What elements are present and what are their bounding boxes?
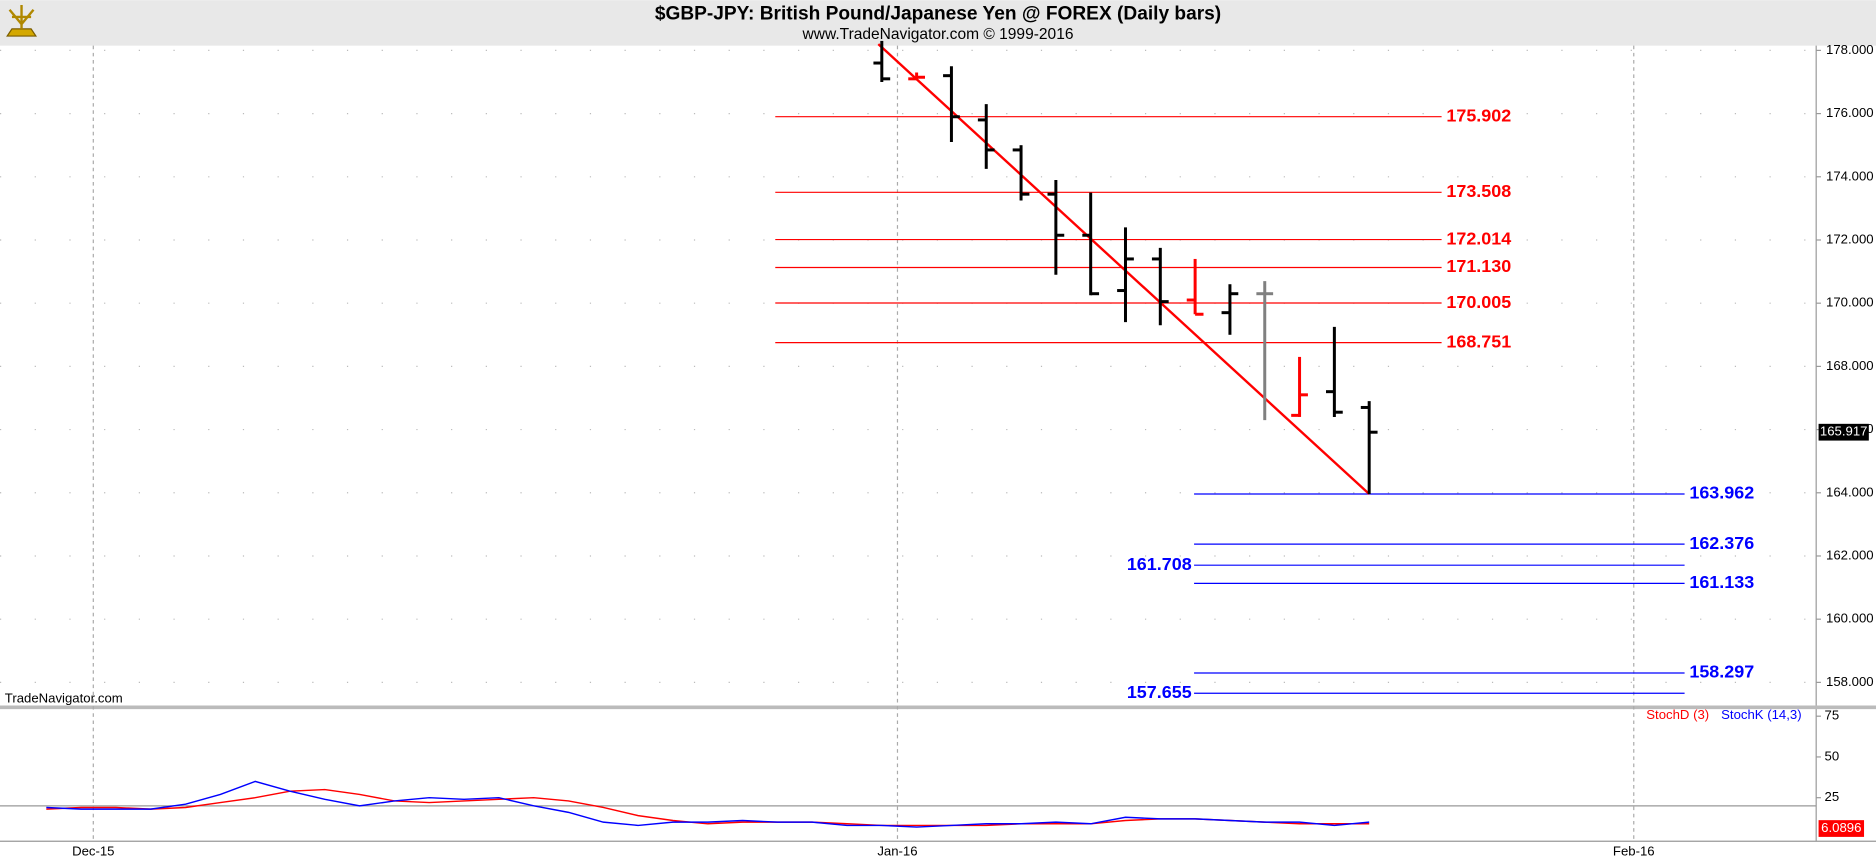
y-tick-label: 174.000 [1826, 168, 1874, 183]
resistance-label: 171.130 [1446, 256, 1511, 276]
stoch-line [46, 780, 1370, 828]
x-tick-label: Feb-16 [1613, 844, 1655, 859]
y-tick-label: 178.000 [1826, 42, 1874, 57]
support-label: 163.962 [1689, 483, 1754, 503]
legend-entry: StochD (3) [1646, 707, 1709, 722]
resistance-label: 175.902 [1446, 105, 1511, 125]
support-label: 157.655 [1127, 682, 1192, 702]
y-tick-label: 168.000 [1826, 358, 1874, 373]
last-price-box [1818, 423, 1869, 441]
watermark: TradeNavigator.com [5, 690, 123, 705]
y-tick-label: 75 [1825, 708, 1840, 723]
x-tick-label: Dec-15 [72, 844, 114, 859]
x-tick-label: Jan-16 [877, 844, 917, 859]
resistance-label: 168.751 [1446, 331, 1511, 351]
support-label: 161.133 [1689, 572, 1754, 592]
last-value-box [1818, 820, 1865, 837]
trendline [877, 43, 1370, 495]
support-label: 161.708 [1127, 554, 1192, 574]
y-tick-label: 162.000 [1826, 547, 1874, 562]
y-tick-label: 50 [1825, 748, 1840, 763]
y-tick-label: 164.000 [1826, 484, 1874, 499]
resistance-label: 172.014 [1446, 228, 1511, 248]
logo [6, 4, 38, 37]
support-label: 158.297 [1689, 662, 1754, 682]
resistance-label: 170.005 [1446, 292, 1511, 312]
chart-subtitle: www.TradeNavigator.com © 1999-2016 [802, 26, 1074, 43]
support-label: 162.376 [1689, 533, 1754, 553]
y-tick-label: 172.000 [1826, 231, 1874, 246]
y-tick-label: 160.000 [1826, 611, 1874, 626]
header-bar [0, 0, 1876, 46]
y-tick-label: 170.000 [1826, 295, 1874, 310]
stoch-line [46, 788, 1370, 827]
chart-title: $GBP-JPY: British Pound/Japanese Yen @ F… [655, 4, 1221, 25]
legend-entry: StochK (14,3) [1721, 707, 1801, 722]
last-price-label: 165.917 [1820, 424, 1868, 439]
resistance-label: 173.508 [1446, 181, 1511, 201]
y-tick-label: 25 [1825, 789, 1840, 804]
legend: StochD (3) StochK (14,3) [1646, 707, 1801, 722]
last-value-label: 6.0896 [1821, 820, 1861, 835]
y-tick-label: 158.000 [1826, 674, 1874, 689]
y-tick-label: 176.000 [1826, 105, 1874, 120]
